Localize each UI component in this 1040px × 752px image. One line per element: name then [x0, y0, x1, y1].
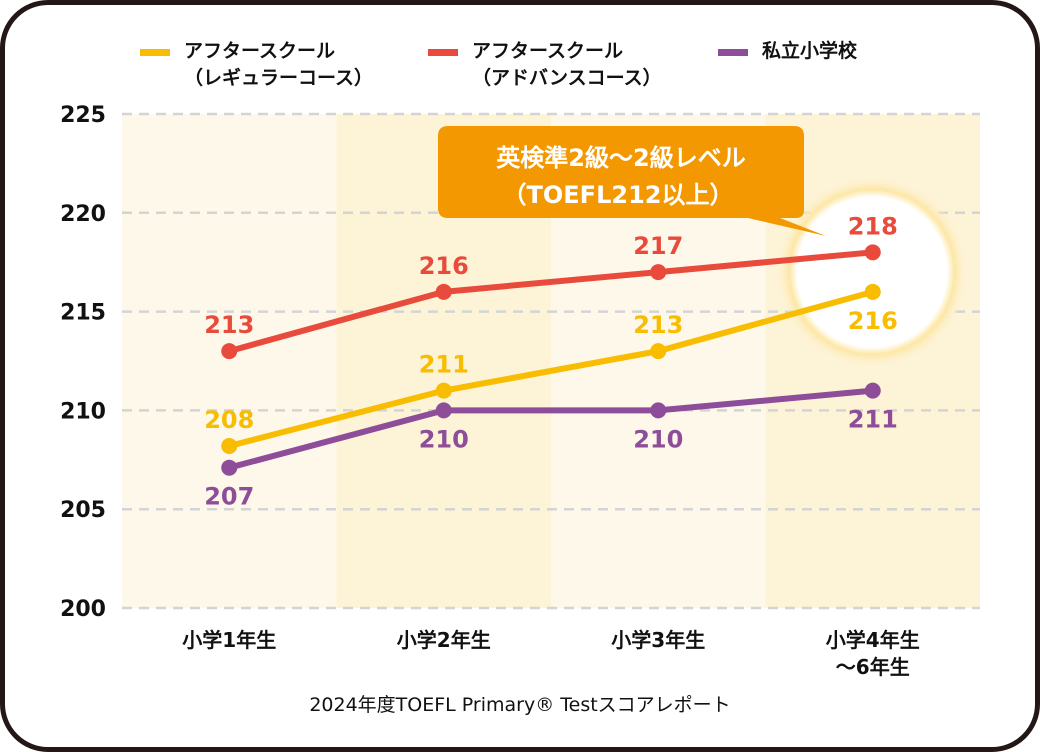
- data-label: 207: [204, 483, 254, 511]
- legend-item-private: 私立小学校: [718, 38, 857, 65]
- x-tick-label: ～6年生: [836, 655, 910, 679]
- column-band: [122, 114, 337, 608]
- series-line: [228, 387, 874, 471]
- data-label: 211: [848, 406, 898, 434]
- y-tick-label: 225: [60, 103, 106, 128]
- x-tick-label: 小学2年生: [397, 628, 491, 652]
- legend-label-advance: アフタースクール （アドバンスコース）: [472, 38, 662, 92]
- y-tick-label: 200: [60, 597, 106, 622]
- data-point: [221, 437, 238, 454]
- legend: アフタースクール （レギュラーコース） アフタースクール （アドバンスコース） …: [0, 38, 1040, 98]
- legend-label-regular: アフタースクール （レギュラーコース）: [184, 38, 373, 92]
- data-point: [221, 459, 238, 476]
- data-label: 218: [848, 212, 898, 240]
- legend-swatch-advance: [428, 49, 458, 56]
- legend-item-regular: アフタースクール （レギュラーコース）: [140, 38, 373, 92]
- y-tick-label: 220: [60, 202, 106, 227]
- legend-label-advance-line1: アフタースクール: [472, 40, 624, 62]
- callout-line2: （TOEFL212以上）: [503, 181, 734, 209]
- data-point: [435, 402, 452, 419]
- y-tick-label: 215: [60, 301, 106, 326]
- x-tick-label: 小学4年生: [826, 628, 920, 652]
- data-label: 210: [633, 425, 683, 453]
- legend-swatch-regular: [140, 49, 170, 56]
- chart-caption: 2024年度TOEFL Primary® Testスコアレポート: [309, 694, 731, 716]
- series-0: 208 211 213 216: [204, 283, 898, 454]
- data-point: [864, 244, 881, 261]
- data-point: [650, 343, 667, 360]
- highlight-circle: [776, 176, 968, 368]
- legend-label-advance-line2: （アドバンスコース）: [472, 67, 662, 89]
- x-tick-label: 小学1年生: [182, 628, 276, 652]
- legend-item-advance: アフタースクール （アドバンスコース）: [428, 38, 662, 92]
- data-label: 216: [848, 307, 898, 335]
- series-line: [228, 288, 874, 449]
- legend-label-private: 私立小学校: [762, 38, 857, 65]
- x-tick-label: 小学3年生: [611, 628, 705, 652]
- callout-line1: 英検準2級～2級レベル: [496, 144, 745, 172]
- data-point: [650, 402, 667, 419]
- legend-swatch-private: [718, 49, 748, 56]
- callout: 英検準2級～2級レベル （TOEFL212以上）: [438, 126, 826, 236]
- y-tick-label: 210: [60, 399, 106, 424]
- legend-label-regular-line2: （レギュラーコース）: [184, 67, 374, 89]
- data-label: 210: [419, 425, 469, 453]
- data-label: 217: [633, 232, 683, 260]
- data-point: [864, 382, 881, 399]
- callout-bubble: [438, 126, 826, 236]
- data-label: 213: [204, 311, 254, 339]
- data-label: 213: [633, 311, 683, 339]
- series-2: 207 210 210 211: [204, 382, 898, 511]
- data-point: [650, 264, 667, 281]
- y-tick-label: 205: [60, 498, 106, 523]
- data-label: 211: [419, 351, 469, 379]
- data-point: [221, 343, 238, 360]
- data-label: 216: [419, 252, 469, 280]
- series-1: 213 216 217 218: [204, 212, 898, 360]
- data-point: [435, 382, 452, 399]
- legend-label-regular-line1: アフタースクール: [184, 40, 336, 62]
- series-line: [228, 249, 874, 355]
- legend-label-private-line1: 私立小学校: [762, 40, 858, 62]
- data-point: [864, 283, 881, 300]
- data-label: 208: [204, 406, 254, 434]
- data-point: [435, 283, 452, 300]
